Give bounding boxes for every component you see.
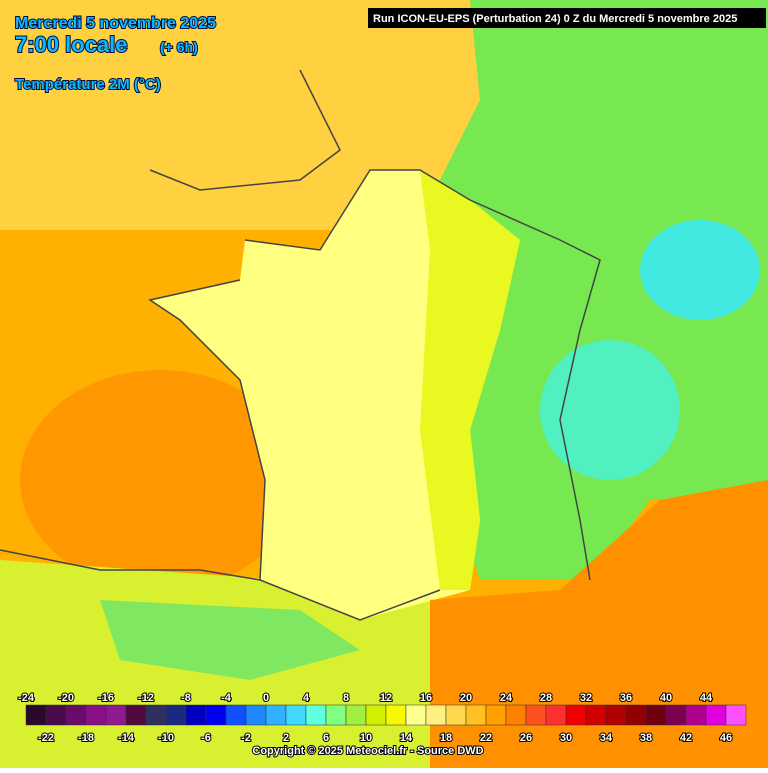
legend-label: -4 (221, 692, 232, 704)
legend-label: 22 (480, 732, 492, 744)
run: Run ICON-EU-EPS (Perturbation 24) 0 Z du… (373, 13, 737, 25)
east-land (420, 0, 768, 580)
france-centre (420, 170, 520, 590)
legend-label: 6 (323, 732, 329, 744)
legend-label: 28 (540, 692, 552, 704)
legend-label: -8 (181, 692, 191, 704)
legend-swatch (285, 704, 307, 726)
copyright: Copyright © 2025 Meteociel.fr - Source D… (252, 745, 483, 757)
date: Mercredi 5 novembre 2025 (15, 15, 216, 32)
legend-label: 8 (343, 692, 349, 704)
run-box (368, 8, 766, 28)
legend-label: -16 (98, 692, 114, 704)
legend-label: -22 (38, 732, 54, 744)
legend-swatch (65, 704, 87, 726)
france-land (150, 170, 520, 620)
legend-swatch (425, 704, 447, 726)
legend-label: 38 (640, 732, 652, 744)
legend-swatch (485, 704, 507, 726)
legend-swatch (105, 704, 127, 726)
legend-label: 2 (283, 732, 289, 744)
legend-label: 10 (360, 732, 372, 744)
legend-swatch (545, 704, 567, 726)
warm-sea (20, 370, 300, 590)
legend-label: 46 (720, 732, 732, 744)
legend: -24-22-20-18-16-14-12-10-8-6-4-202468101… (17, 691, 747, 745)
legend-label: 32 (580, 692, 592, 704)
legend-swatch (505, 704, 527, 726)
legend-swatch (365, 704, 387, 726)
legend-label: -2 (241, 732, 251, 744)
legend-label: -20 (58, 692, 74, 704)
legend-swatch (165, 704, 187, 726)
legend-swatch (645, 704, 667, 726)
legend-swatch (465, 704, 487, 726)
legend-label: -12 (138, 692, 154, 704)
legend-label: 20 (460, 692, 472, 704)
legend-swatch (145, 704, 167, 726)
time: 7:00 locale (15, 32, 128, 57)
legend-label: 34 (600, 732, 613, 744)
legend-swatch (685, 704, 707, 726)
legend-label: 0 (263, 692, 269, 704)
legend-swatch (385, 704, 407, 726)
mediterranean (430, 480, 768, 768)
legend-swatch (565, 704, 587, 726)
legend-swatch (725, 704, 747, 726)
legend-swatch (405, 704, 427, 726)
legend-label: 44 (700, 692, 713, 704)
legend-swatch (305, 704, 327, 726)
field: Température 2M (°C) (15, 76, 161, 93)
legend-swatch (585, 704, 607, 726)
legend-swatch (445, 704, 467, 726)
legend-swatch (225, 704, 247, 726)
lead: (+ 6h) (160, 39, 198, 55)
legend-label: 36 (620, 692, 632, 704)
legend-swatch (345, 704, 367, 726)
legend-label: 18 (440, 732, 452, 744)
legend-label: 14 (400, 732, 413, 744)
legend-swatch (185, 704, 207, 726)
alps-cold (540, 340, 680, 480)
legend-label: -18 (78, 732, 94, 744)
legend-swatch (625, 704, 647, 726)
legend-label: 26 (520, 732, 532, 744)
legend-label: -10 (158, 732, 174, 744)
legend-label: 42 (680, 732, 692, 744)
legend-swatch (265, 704, 287, 726)
legend-swatch (665, 704, 687, 726)
legend-swatch (85, 704, 107, 726)
legend-swatch (605, 704, 627, 726)
legend-label: 4 (303, 692, 310, 704)
legend-label: -14 (118, 732, 135, 744)
legend-label: 40 (660, 692, 672, 704)
pyrenees (100, 600, 360, 680)
legend-label: 12 (380, 692, 392, 704)
border (0, 69, 601, 621)
legend-swatch (25, 704, 47, 726)
legend-label: 24 (500, 692, 513, 704)
legend-swatch (125, 704, 147, 726)
legend-label: -6 (201, 732, 211, 744)
legend-swatch (525, 704, 547, 726)
alps-cold (640, 220, 760, 320)
legend-swatch (245, 704, 267, 726)
legend-label: -24 (18, 692, 35, 704)
legend-label: 30 (560, 732, 572, 744)
legend-swatch (325, 704, 347, 726)
legend-swatch (205, 704, 227, 726)
legend-swatch (705, 704, 727, 726)
legend-label: 16 (420, 692, 432, 704)
legend-swatch (45, 704, 67, 726)
